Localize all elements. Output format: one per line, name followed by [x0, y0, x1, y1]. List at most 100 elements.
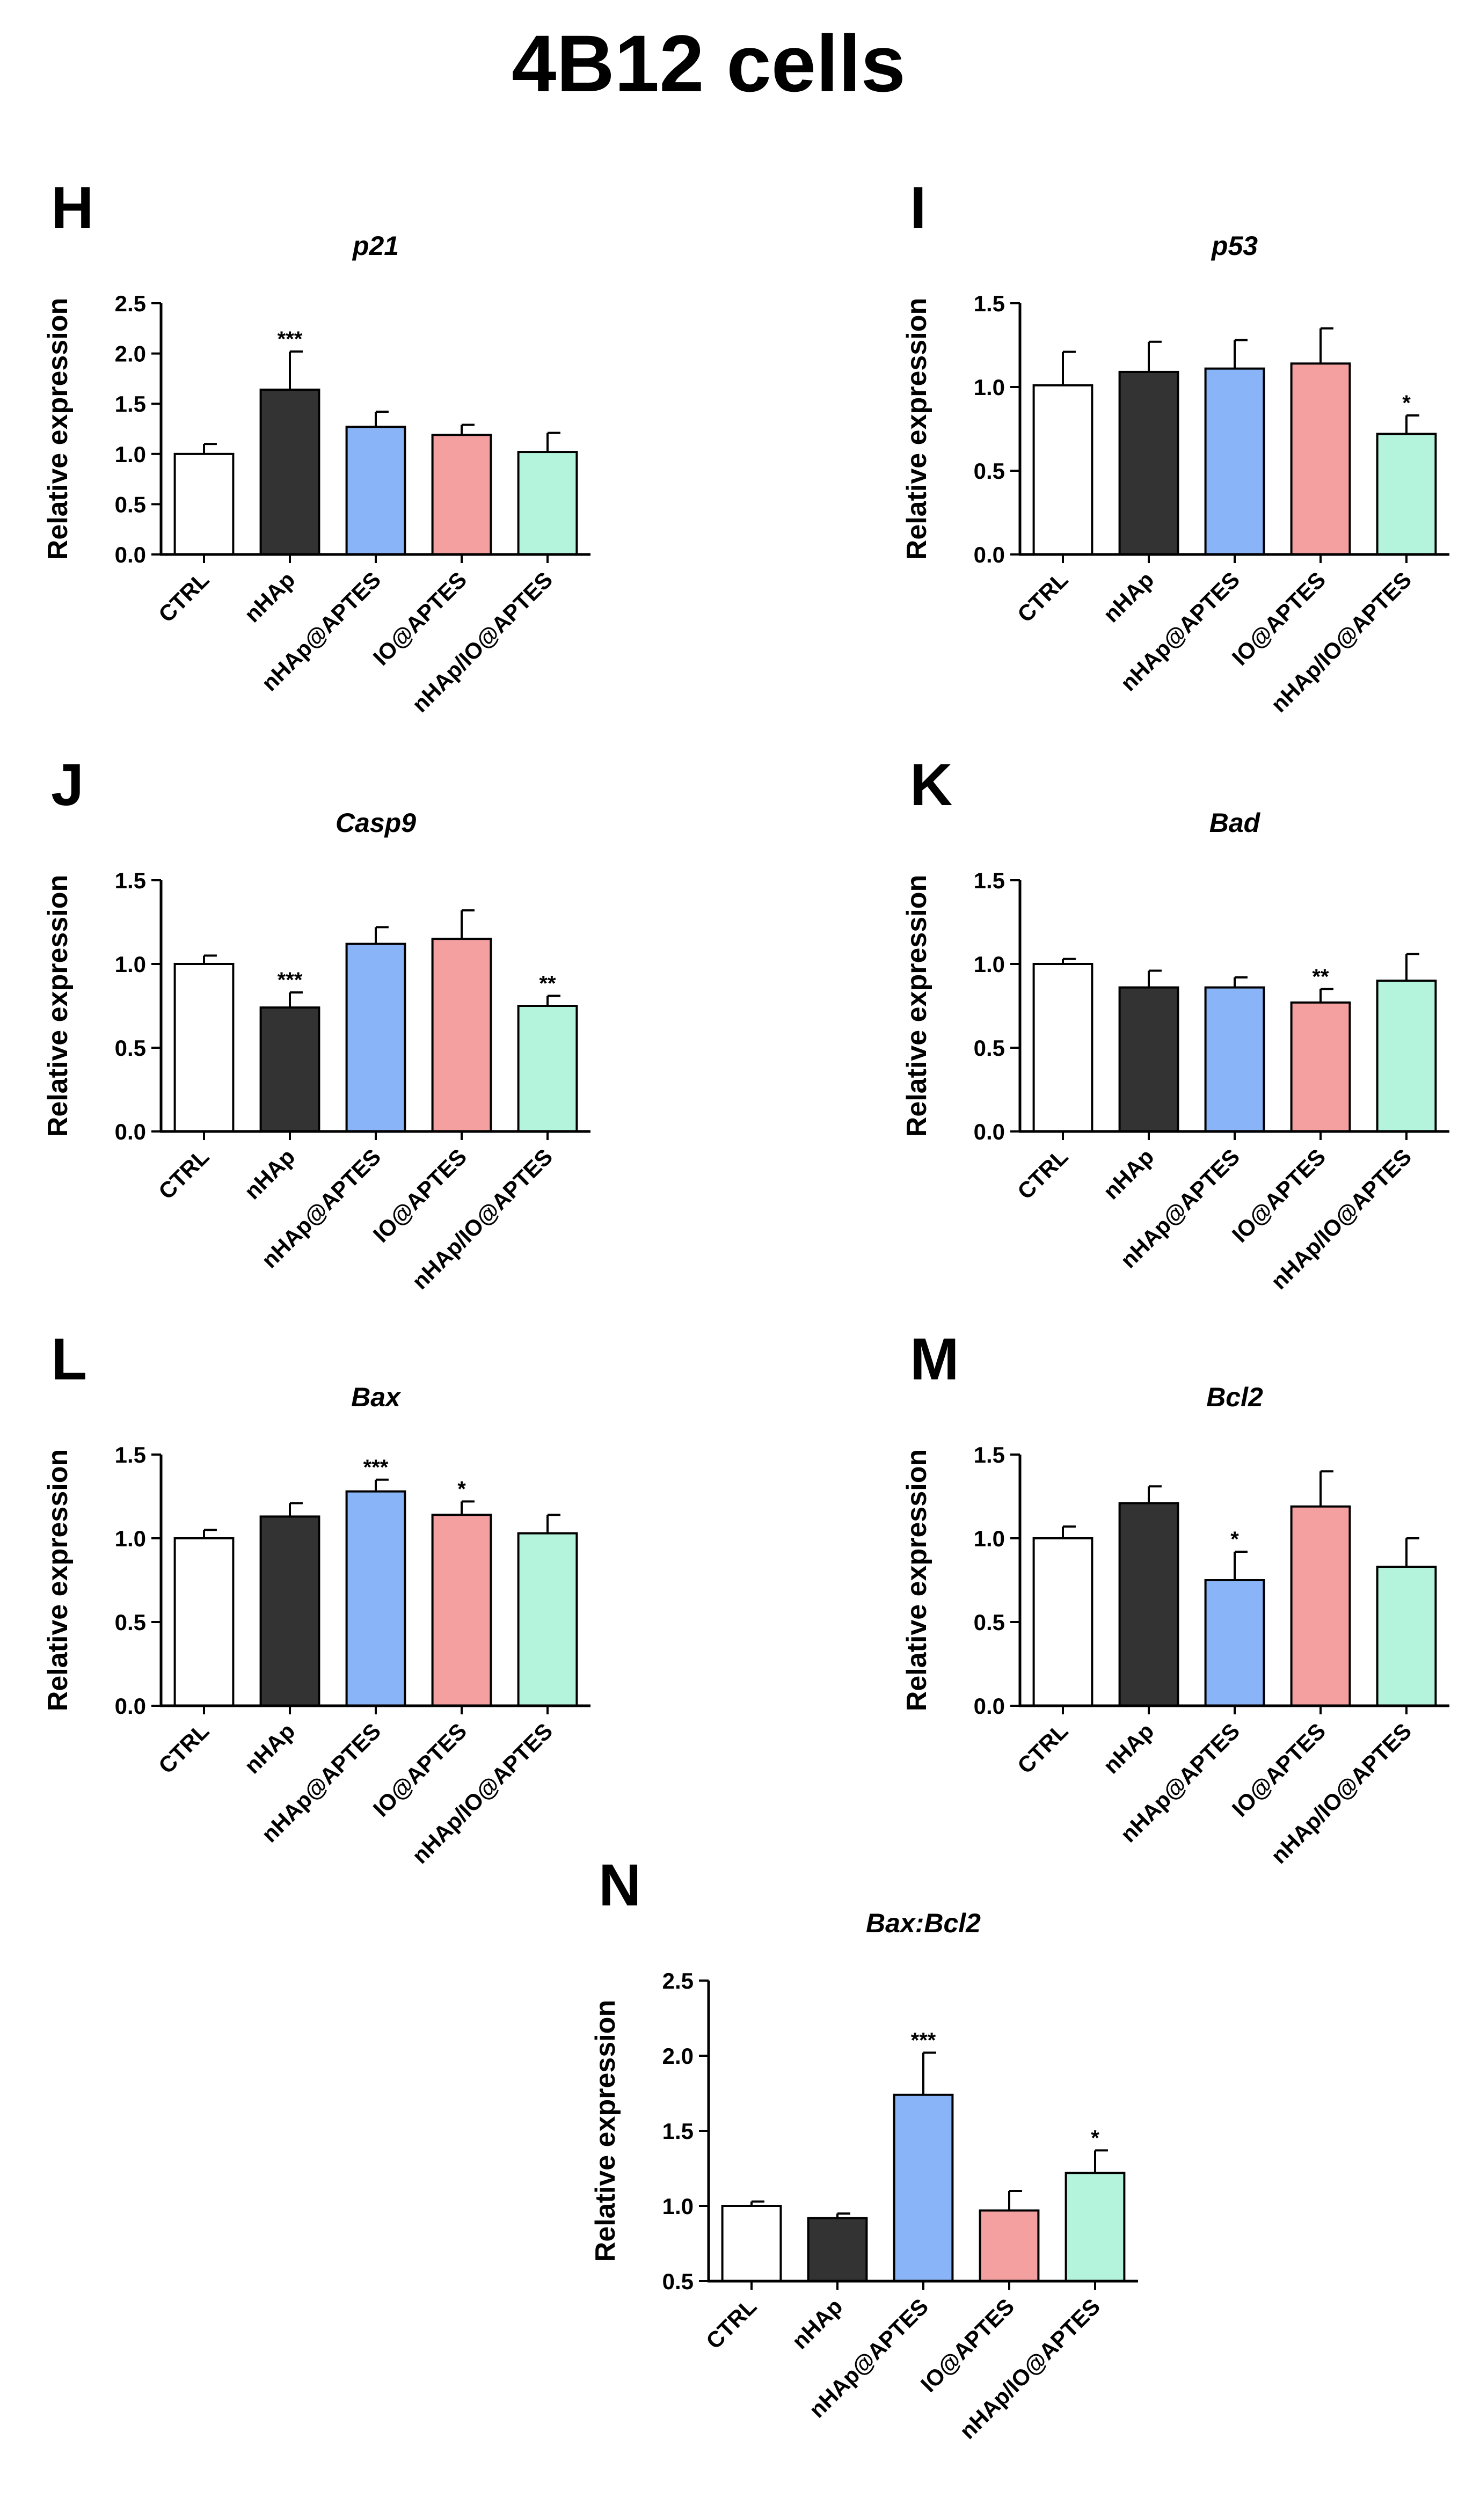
significance-marker: **	[1312, 965, 1329, 989]
significance-marker: ***	[278, 327, 303, 351]
x-tick-label: nHAp	[1098, 567, 1158, 627]
significance-marker: ***	[911, 2028, 936, 2052]
x-tick-label: CTRL	[1012, 1144, 1073, 1204]
panel-j: J Casp9 Relative expression 0.0 0.5 1.0 1.5 CTR…	[42, 752, 590, 1294]
y-tick-label: 1.5	[115, 868, 146, 893]
x-tick-label: nHAp	[239, 1144, 300, 1204]
bar-nhap-io-aptes	[1376, 1566, 1437, 1707]
bar-io-aptes	[979, 2209, 1040, 2282]
y-tick-label: 2.5	[662, 1968, 694, 1993]
y-tick-label: 1.0	[974, 952, 1005, 977]
bar-nhap	[1118, 370, 1179, 556]
y-tick-label: 1.5	[974, 1442, 1005, 1467]
y-tick-label: 2.0	[115, 341, 146, 367]
x-tick-label: nHAp/IO@APTES	[407, 1144, 557, 1294]
bar-nhap-aptes	[1204, 367, 1265, 556]
x-tick-label: CTRL	[154, 1718, 214, 1778]
panel-letter: M	[910, 1326, 959, 1392]
bar-io-aptes	[1290, 362, 1351, 556]
panel-l: L Bax Relative expression 0.0 0.5 1.0 1.5 CTRL n…	[42, 1326, 590, 1868]
y-tick-label: 1.5	[662, 2119, 694, 2144]
bar-nhap-io-aptes	[1376, 980, 1437, 1133]
panel-letter: I	[910, 175, 927, 241]
y-axis-label: Relative expression	[901, 298, 932, 560]
panel-n: N Bax:Bcl2 Relative expression 0.5 1.0 1.5 2.0…	[590, 1852, 1138, 2444]
bar-nhap-aptes	[1204, 1579, 1265, 1707]
panel-title: Bax	[351, 1382, 402, 1412]
x-tick-label: nHAp/IO@APTES	[1266, 1144, 1416, 1294]
panel-letter: N	[599, 1852, 641, 1918]
bar-ctrl	[1032, 384, 1093, 556]
y-tick-label: 0.0	[115, 1119, 146, 1144]
panel-letter: K	[910, 752, 952, 818]
panel-k: K Bad Relative expression 0.0 0.5 1.0 1.5 CTRL n…	[901, 752, 1449, 1294]
panel-title: Casp9	[336, 808, 416, 838]
bar-ctrl	[1032, 963, 1093, 1133]
bar-nhap	[1118, 1502, 1179, 1707]
bar-nhap-aptes	[345, 943, 406, 1133]
x-tick-label: nHAp/IO@APTES	[407, 567, 557, 717]
figure-title: 4B12 cells	[512, 18, 906, 108]
bar-nhap	[1118, 986, 1179, 1133]
bar-io-aptes	[431, 1514, 492, 1707]
panel-title: Bax:Bcl2	[866, 1908, 981, 1938]
x-tick-label: nHAp/IO@APTES	[1266, 567, 1416, 717]
significance-marker: ***	[278, 968, 303, 992]
y-tick-label: 0.5	[115, 492, 146, 517]
y-tick-label: 1.0	[974, 1526, 1005, 1551]
significance-marker: *	[1091, 2126, 1099, 2150]
x-tick-label: CTRL	[154, 1144, 214, 1204]
y-tick-label: 2.5	[115, 291, 146, 316]
significance-marker: *	[457, 1477, 466, 1501]
y-tick-label: 0.5	[115, 1035, 146, 1061]
significance-marker: ***	[363, 1456, 389, 1479]
x-tick-label: CTRL	[1012, 1718, 1073, 1778]
bar-nhap	[807, 2217, 868, 2282]
y-tick-label: 1.0	[974, 375, 1005, 400]
bar-ctrl	[721, 2205, 782, 2282]
y-tick-label: 1.5	[115, 391, 146, 417]
y-axis-label: Relative expression	[901, 875, 932, 1137]
bar-io-aptes	[431, 938, 492, 1133]
y-tick-label: 0.5	[974, 1035, 1005, 1061]
y-tick-label: 0.5	[974, 458, 1005, 484]
bar-nhap	[259, 1006, 320, 1133]
x-tick-label: nHAp	[787, 2293, 847, 2354]
panel-letter: H	[51, 175, 93, 241]
bar-io-aptes	[1290, 1505, 1351, 1707]
x-tick-label: nHAp	[1098, 1718, 1158, 1778]
y-tick-label: 0.0	[974, 1119, 1005, 1144]
bar-nhap	[259, 388, 320, 556]
y-axis-label: Relative expression	[901, 1449, 932, 1711]
x-tick-label: nHAp	[239, 567, 300, 627]
bar-nhap-aptes	[1204, 986, 1265, 1133]
panel-title: Bad	[1209, 808, 1261, 838]
y-axis-label: Relative expression	[42, 1449, 74, 1711]
panel-letter: J	[51, 752, 84, 818]
x-tick-label: nHAp/IO@APTES	[407, 1718, 557, 1868]
bar-nhap-aptes	[345, 1490, 406, 1707]
x-tick-label: CTRL	[1012, 567, 1073, 627]
bar-ctrl	[173, 963, 235, 1133]
y-tick-label: 2.0	[662, 2043, 694, 2069]
y-axis-label: Relative expression	[590, 2000, 621, 2262]
significance-marker: **	[539, 972, 556, 995]
y-tick-label: 1.5	[115, 1442, 146, 1467]
y-tick-label: 0.5	[115, 1610, 146, 1635]
x-tick-label: CTRL	[701, 2293, 761, 2354]
x-tick-label: nHAp	[1098, 1144, 1158, 1204]
y-axis-label: Relative expression	[42, 298, 74, 560]
y-tick-label: 0.0	[974, 542, 1005, 567]
y-tick-label: 0.5	[662, 2269, 694, 2294]
y-tick-label: 0.0	[115, 542, 146, 567]
bar-nhap	[259, 1515, 320, 1707]
y-tick-label: 1.5	[974, 868, 1005, 893]
y-tick-label: 0.5	[974, 1610, 1005, 1635]
bar-io-aptes	[1290, 1001, 1351, 1133]
bar-ctrl	[173, 452, 235, 556]
panel-title: p21	[352, 231, 399, 261]
significance-marker: *	[1402, 391, 1411, 415]
